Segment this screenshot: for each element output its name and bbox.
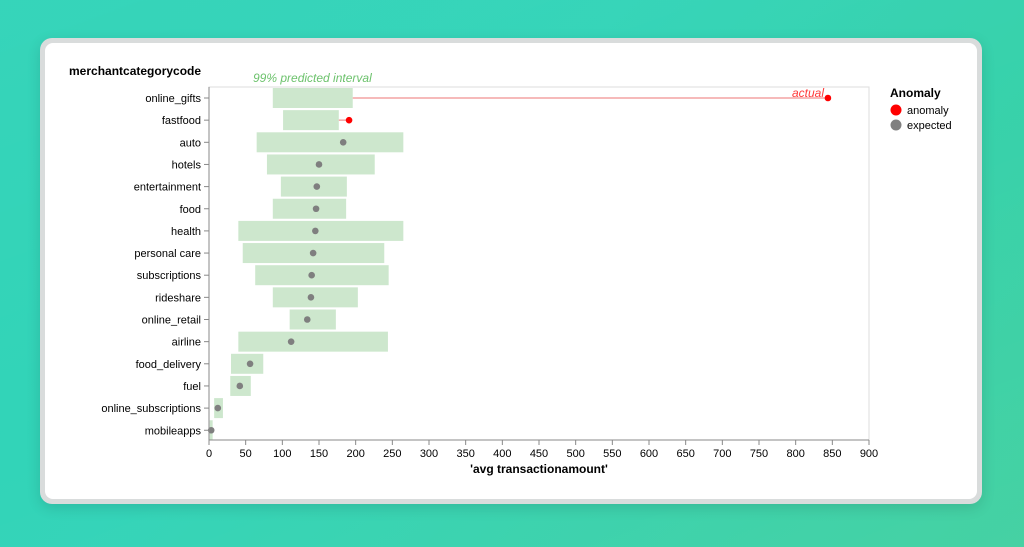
x-tick-label: 200: [346, 448, 364, 460]
x-tick-label: 250: [383, 448, 401, 460]
anomaly-point: [824, 94, 832, 102]
x-tick-label: 650: [676, 448, 694, 460]
x-tick-label: 300: [420, 448, 438, 460]
y-tick-label: entertainment: [134, 182, 201, 194]
actual-points: [207, 94, 832, 434]
expected-point: [313, 183, 321, 190]
interval-annotation: 99% predicted interval: [253, 71, 372, 85]
x-tick-label: 550: [603, 448, 621, 460]
anomaly-lines: [338, 97, 828, 121]
y-tick-label: online_subscriptions: [101, 403, 201, 415]
x-tick-label: 800: [786, 448, 804, 460]
expected-point: [309, 249, 317, 257]
expected-point: [312, 205, 320, 213]
expected-point: [246, 360, 254, 368]
interval-bar: [289, 309, 336, 330]
y-tick-label: personal care: [134, 248, 201, 260]
interval-bar: [272, 88, 353, 108]
y-tick-label: mobileapps: [145, 425, 202, 437]
x-axis: 0 50 100 150 200 250 300 350 400 450 500 550 600 650 7…: [206, 439, 878, 460]
x-tick-label: 400: [493, 448, 511, 460]
anomaly-point: [345, 116, 353, 124]
expected-point: [303, 316, 311, 323]
x-tick-label: 0: [206, 448, 212, 460]
chart-card-frame: [40, 38, 982, 504]
x-tick-label: 450: [530, 448, 548, 460]
y-axis-title: merchantcategorycode: [69, 64, 201, 78]
expected-point: [287, 338, 295, 345]
interval-bar: [272, 287, 358, 308]
y-tick-label: online_retail: [142, 315, 201, 327]
actual-annotation: actual: [792, 86, 824, 100]
expected-point: [236, 382, 244, 390]
interval-bar: [238, 220, 404, 241]
x-tick-label: 50: [240, 448, 252, 460]
legend-label: expected: [907, 120, 952, 132]
x-tick-label: 150: [310, 448, 328, 460]
expected-point: [315, 161, 323, 168]
y-tick-label: health: [171, 226, 201, 238]
y-tick-label: auto: [180, 137, 201, 149]
x-axis-title: 'avg transactionamount': [470, 462, 608, 476]
x-tick-label: 350: [456, 448, 474, 460]
expected-point: [214, 404, 222, 412]
y-tick-label: online_gifts: [145, 93, 201, 105]
legend-label: anomaly: [907, 105, 949, 117]
interval-bars: [209, 88, 404, 441]
expected-point: [339, 139, 347, 146]
expected-point: [312, 227, 319, 235]
interval-bar: [255, 265, 389, 286]
y-tick-label: rideshare: [155, 292, 201, 304]
x-tick-label: 600: [640, 448, 658, 460]
x-tick-label: 850: [823, 448, 841, 460]
y-tick-label: airline: [172, 337, 201, 349]
y-tick-label: hotels: [172, 159, 202, 171]
y-tick-label: fuel: [183, 381, 201, 393]
expected-point: [308, 271, 315, 279]
legend-swatch: [890, 119, 902, 131]
chart-card: [45, 43, 977, 499]
x-tick-label: 700: [713, 448, 731, 460]
interval-bar: [272, 198, 347, 219]
x-tick-label: 750: [750, 448, 768, 460]
interval-bar: [283, 110, 339, 131]
legend: Anomaly anomaly expected: [890, 86, 952, 132]
x-tick-label: 500: [566, 448, 584, 460]
expected-point: [307, 294, 315, 301]
x-tick-label: 100: [273, 448, 291, 460]
y-tick-label: food: [180, 204, 201, 216]
interval-bar: [256, 132, 404, 153]
legend-title: Anomaly: [890, 86, 941, 100]
y-axis: online_gifts fastfood auto hotels entertainm…: [101, 87, 210, 440]
y-tick-label: subscriptions: [137, 270, 202, 282]
x-tick-label: 900: [860, 448, 878, 460]
expected-point: [207, 426, 215, 434]
y-tick-label: fastfood: [162, 115, 201, 127]
y-tick-label: food_delivery: [136, 359, 202, 371]
legend-swatch: [890, 104, 902, 116]
interval-bar: [238, 331, 388, 352]
